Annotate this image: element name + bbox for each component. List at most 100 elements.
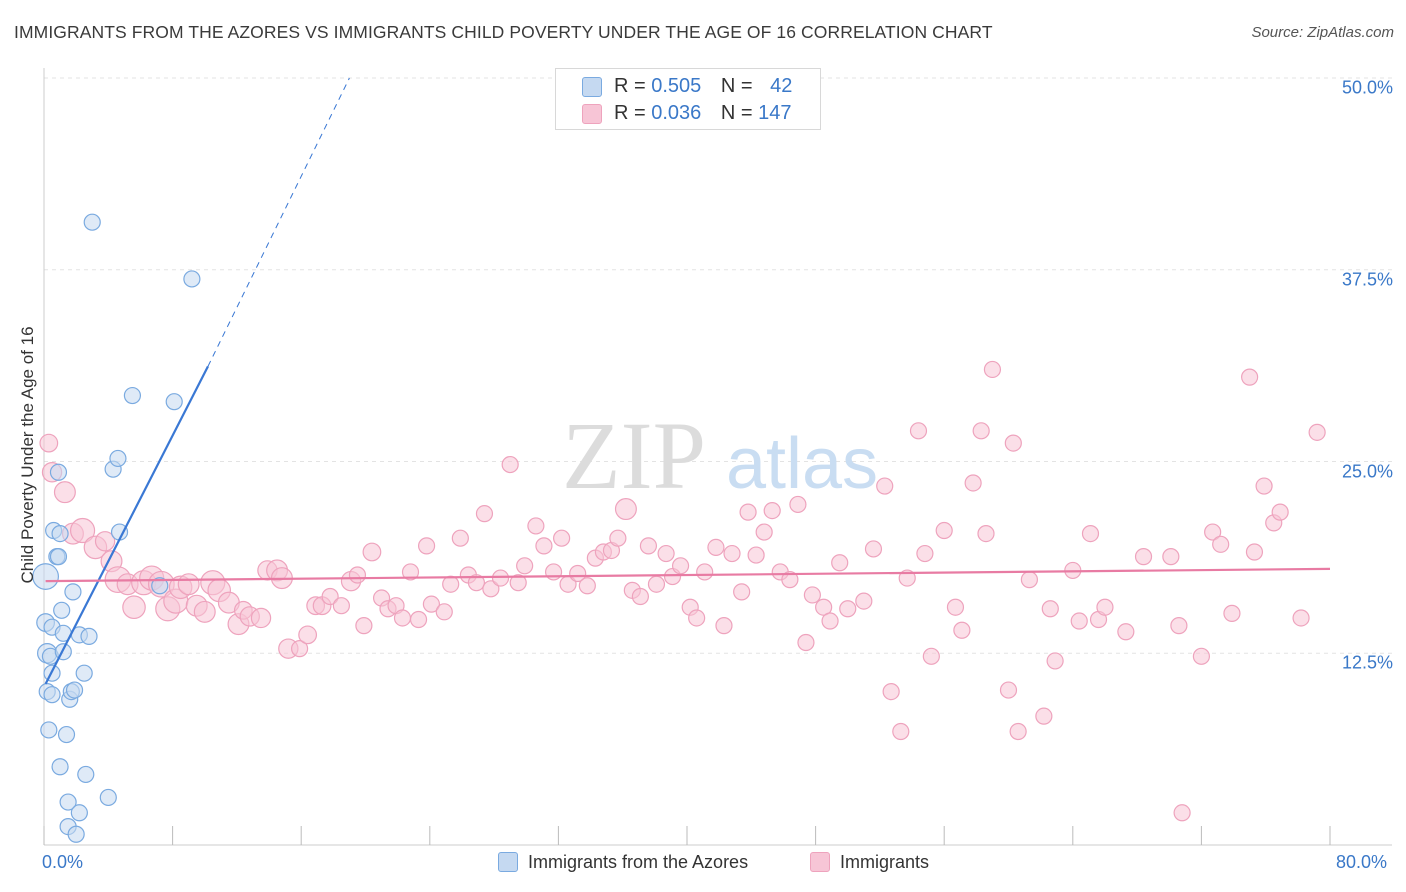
y-tick-label: 12.5%: [1341, 652, 1393, 673]
trend-lines: [44, 77, 1331, 685]
data-point-immigrants: [688, 609, 706, 627]
data-point-immigrants: [631, 587, 649, 606]
data-point-immigrants: [1081, 524, 1100, 543]
legend-r-value: 0.505: [651, 75, 702, 97]
data-point-azores: [183, 270, 201, 288]
data-point-immigrants: [482, 580, 500, 598]
data-point-immigrants: [639, 537, 658, 555]
legend-n-label: N =: [720, 75, 753, 97]
data-point-azores: [151, 577, 169, 595]
data-point-immigrants: [763, 501, 781, 520]
data-point-immigrants: [527, 517, 545, 535]
data-point-immigrants: [983, 360, 1002, 379]
data-point-azores: [123, 386, 142, 405]
data-point-immigrants: [909, 422, 928, 440]
source-label: Source: ZipAtlas.com: [1251, 24, 1394, 41]
y-tick-label: 50.0%: [1341, 77, 1393, 98]
data-point-immigrants: [715, 617, 733, 635]
data-point-immigrants: [1192, 647, 1211, 665]
data-point-immigrants: [553, 529, 571, 547]
legend-item-immigrants: Immigrants: [810, 852, 929, 873]
data-point-immigrants: [747, 546, 765, 564]
data-point-immigrants: [1070, 612, 1088, 630]
chart-title: IMMIGRANTS FROM THE AZORES VS IMMIGRANTS…: [14, 22, 993, 42]
watermark-zip: ZIP: [562, 402, 706, 509]
data-point-immigrants: [898, 569, 916, 587]
data-point-immigrants: [831, 554, 849, 572]
data-point-immigrants: [122, 595, 146, 620]
data-point-immigrants: [467, 574, 486, 592]
data-point-azores: [49, 548, 68, 566]
data-point-azores: [49, 463, 68, 481]
data-point-immigrants: [1223, 604, 1241, 622]
data-point-azores: [43, 686, 61, 704]
trend-line-azores-extension: [207, 77, 350, 367]
data-point-immigrants: [475, 505, 494, 523]
legend-n-value: 147: [758, 102, 792, 124]
data-point-immigrants: [1134, 548, 1153, 566]
data-point-azores: [80, 627, 98, 645]
data-point-immigrants: [491, 569, 510, 587]
data-point-immigrants: [916, 544, 934, 563]
data-point-azores: [109, 449, 127, 468]
data-point-immigrants: [972, 422, 990, 440]
data-point-immigrants: [569, 564, 587, 583]
data-point-immigrants: [935, 521, 953, 540]
data-point-azores: [51, 524, 69, 543]
data-point-azores: [59, 793, 77, 811]
data-point-immigrants: [953, 621, 971, 639]
data-point-immigrants: [797, 633, 815, 652]
data-point-azores: [65, 681, 84, 699]
data-point-immigrants: [999, 681, 1018, 699]
data-point-azores: [57, 725, 76, 744]
data-point-immigrants: [578, 577, 596, 595]
data-point-immigrants: [250, 607, 272, 629]
legend-bottom-label-immigrants: Immigrants: [840, 852, 930, 872]
legend-r-label: R =: [614, 75, 646, 97]
legend-bottom-swatch-azores: [498, 852, 518, 872]
data-point-immigrants: [1173, 804, 1191, 822]
trend-line-immigrants: [45, 567, 1331, 583]
x-tick-label-max: 80.0%: [1336, 852, 1388, 872]
legend-n-value: 42: [770, 75, 793, 97]
data-point-immigrants: [803, 586, 821, 604]
data-point-azores: [32, 563, 60, 590]
data-point-immigrants: [1020, 571, 1038, 589]
data-point-immigrants: [1292, 609, 1310, 627]
data-point-immigrants: [864, 540, 883, 558]
data-point-immigrants: [348, 566, 367, 584]
data-point-immigrants: [1204, 523, 1222, 541]
data-point-immigrants: [1308, 423, 1326, 441]
legend-r-value: 0.036: [651, 102, 702, 124]
data-point-immigrants: [733, 583, 751, 601]
y-axis-label: Child Poverty Under the Age of 16: [18, 326, 37, 584]
data-point-immigrants: [409, 610, 428, 629]
data-point-azores: [51, 758, 69, 776]
data-point-immigrants: [855, 592, 873, 610]
data-point-immigrants: [647, 575, 666, 593]
y-tick-label: 37.5%: [1341, 269, 1393, 290]
data-point-immigrants: [657, 544, 675, 563]
data-point-immigrants: [1170, 617, 1188, 635]
data-point-immigrants: [755, 523, 773, 541]
data-point-immigrants: [362, 542, 382, 562]
data-point-immigrants: [1041, 600, 1059, 618]
data-point-immigrants: [707, 538, 725, 557]
data-point-immigrants: [393, 609, 412, 627]
data-point-immigrants: [1271, 503, 1289, 521]
data-point-immigrants: [422, 595, 441, 613]
data-point-immigrants: [815, 598, 833, 616]
data-point-immigrants: [946, 598, 965, 616]
data-point-immigrants: [401, 563, 420, 581]
data-point-immigrants: [1009, 722, 1027, 741]
data-point-immigrants: [290, 640, 309, 658]
data-point-immigrants: [1245, 543, 1264, 561]
data-point-immigrants: [1004, 434, 1022, 452]
data-point-immigrants: [882, 682, 900, 701]
series-immigrants: [39, 360, 1326, 822]
trend-line-azores: [44, 365, 209, 685]
data-point-immigrants: [671, 557, 690, 575]
data-point-immigrants: [964, 474, 982, 492]
data-point-immigrants: [298, 625, 318, 645]
